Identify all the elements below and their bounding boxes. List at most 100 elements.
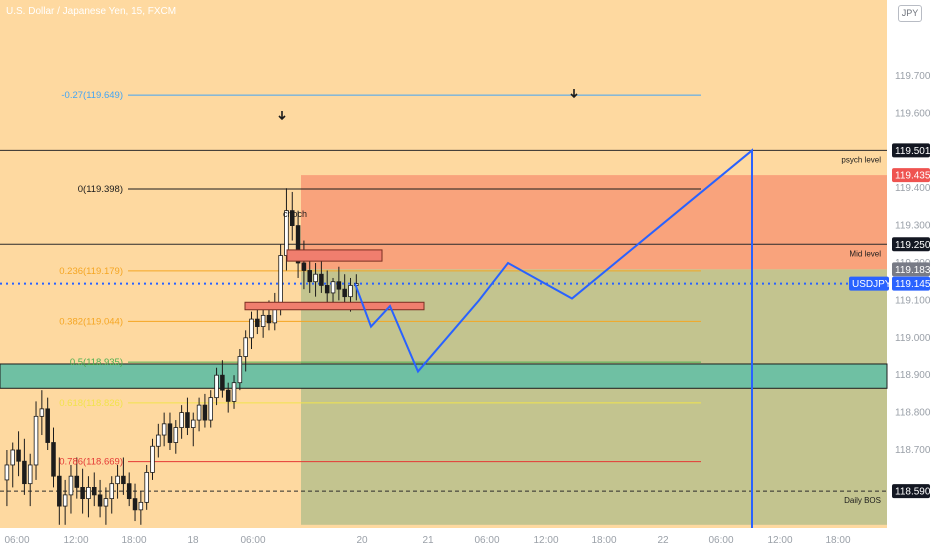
candle-body bbox=[150, 445, 155, 473]
candle-body bbox=[202, 404, 208, 421]
candle-body bbox=[220, 374, 225, 391]
candle-body bbox=[51, 442, 56, 477]
candle-body bbox=[92, 486, 97, 496]
candle-body bbox=[185, 412, 190, 428]
target-zone bbox=[301, 269, 887, 525]
candle-body bbox=[214, 374, 219, 399]
candle-body bbox=[86, 486, 91, 500]
candle-body bbox=[266, 314, 272, 324]
candle-body bbox=[336, 281, 342, 290]
candle-body bbox=[196, 404, 202, 421]
candle-body bbox=[179, 412, 184, 428]
candle-body bbox=[284, 210, 289, 256]
price-tag bbox=[892, 143, 930, 158]
price-tag-label: 119.183 bbox=[895, 265, 931, 276]
price-tag bbox=[892, 484, 930, 499]
candle-body bbox=[62, 494, 68, 507]
price-tick-label: 119.700 bbox=[895, 71, 931, 82]
candle-body bbox=[278, 255, 283, 305]
time-axis-bg bbox=[0, 528, 932, 550]
currency-badge[interactable]: JPY bbox=[898, 5, 922, 22]
candle-body bbox=[237, 356, 243, 384]
choch-label: choch bbox=[283, 209, 307, 219]
fib-level-label: 0.5(118.935) bbox=[70, 357, 123, 368]
demand-zone bbox=[0, 363, 888, 389]
price-tag-label: 118.590 bbox=[895, 487, 931, 498]
horizontal-line-label: psych level bbox=[841, 155, 881, 164]
time-tick-label: 21 bbox=[422, 535, 434, 546]
stop-zone bbox=[301, 175, 887, 270]
fib-level-label: 0.382(119.044) bbox=[59, 316, 123, 327]
time-tick-label: 12:00 bbox=[533, 535, 558, 546]
time-tick-label: 18:00 bbox=[825, 535, 850, 546]
time-tick-label: 12:00 bbox=[63, 535, 88, 546]
candle-body bbox=[4, 464, 10, 481]
price-tick-label: 118.900 bbox=[895, 370, 931, 381]
symbol-tag-label: USDJPY bbox=[852, 279, 892, 290]
price-tag bbox=[892, 237, 930, 252]
projection-path bbox=[354, 148, 753, 528]
price-tick-label: 118.700 bbox=[895, 445, 931, 456]
fib-level-label: 0.236(119.179) bbox=[59, 266, 123, 277]
candle-body bbox=[121, 475, 126, 485]
candle-body bbox=[33, 415, 39, 466]
candle-body bbox=[167, 423, 173, 443]
label-layer: psych level Mid level Daily BOS -0.27(119.6… bbox=[59, 89, 881, 505]
candle-body bbox=[16, 449, 21, 462]
time-tick-label: 18:00 bbox=[121, 535, 146, 546]
candle-body bbox=[27, 464, 33, 485]
horizontal-line-label: Mid level bbox=[849, 249, 881, 258]
candle-body bbox=[173, 427, 179, 443]
time-tick-label: 06:00 bbox=[240, 535, 265, 546]
candle-body bbox=[348, 285, 353, 298]
price-tag-label: 119.145 bbox=[895, 279, 931, 290]
candle-body bbox=[324, 285, 330, 294]
candle-body bbox=[290, 210, 295, 226]
candle-body bbox=[231, 382, 237, 402]
time-tick-label: 06:00 bbox=[474, 535, 499, 546]
candle-body bbox=[161, 423, 167, 436]
price-tick-label: 119.300 bbox=[895, 221, 931, 232]
price-tag bbox=[892, 262, 930, 277]
zone-layer bbox=[0, 175, 888, 525]
candle-body bbox=[295, 225, 301, 264]
price-tick-label: 119.400 bbox=[895, 183, 931, 194]
candle-body bbox=[68, 475, 74, 496]
time-axis[interactable]: 06:00 12:00 18:00 18 06:00 20 21 06:00 12:00 18:0… bbox=[4, 535, 850, 546]
symbol-tag bbox=[849, 276, 889, 291]
candle-body bbox=[243, 337, 248, 357]
candle-body bbox=[307, 270, 312, 283]
demand-order-block bbox=[244, 301, 425, 311]
price-tick-label: 119.100 bbox=[895, 295, 931, 306]
price-tag-label: 119.501 bbox=[895, 146, 931, 157]
symbol-title: U.S. Dollar / Japanese Yen, 15, FXCM bbox=[6, 6, 177, 17]
time-tick-label: 22 bbox=[657, 535, 669, 546]
candle-body bbox=[255, 318, 260, 327]
fib-level-label: 0.786(118.669) bbox=[59, 457, 123, 468]
time-tick-label: 18 bbox=[187, 535, 199, 546]
down-arrow-icon bbox=[278, 111, 286, 121]
down-arrow-icon bbox=[570, 89, 578, 99]
price-tick-label: 118.800 bbox=[895, 408, 931, 419]
candle-body bbox=[74, 475, 80, 488]
time-tick-label: 06:00 bbox=[708, 535, 733, 546]
fib-level-label: 0.618(118.826) bbox=[59, 398, 123, 409]
candle-body bbox=[39, 408, 45, 417]
candle-body bbox=[138, 501, 144, 511]
candle-body bbox=[301, 262, 307, 271]
order-block-layer bbox=[244, 249, 425, 311]
projection-layer bbox=[354, 148, 753, 528]
time-tick-label: 06:00 bbox=[4, 535, 29, 546]
candle-body bbox=[156, 434, 161, 447]
candle-body bbox=[191, 419, 196, 428]
candle-body bbox=[225, 389, 231, 402]
candle-body bbox=[144, 472, 149, 503]
candle-body bbox=[22, 460, 27, 485]
fib-level-label: -0.27(119.649) bbox=[61, 90, 123, 101]
candle-body bbox=[57, 475, 62, 507]
candle-body bbox=[115, 475, 120, 485]
candle-body bbox=[249, 318, 254, 339]
candle-body bbox=[97, 494, 103, 507]
